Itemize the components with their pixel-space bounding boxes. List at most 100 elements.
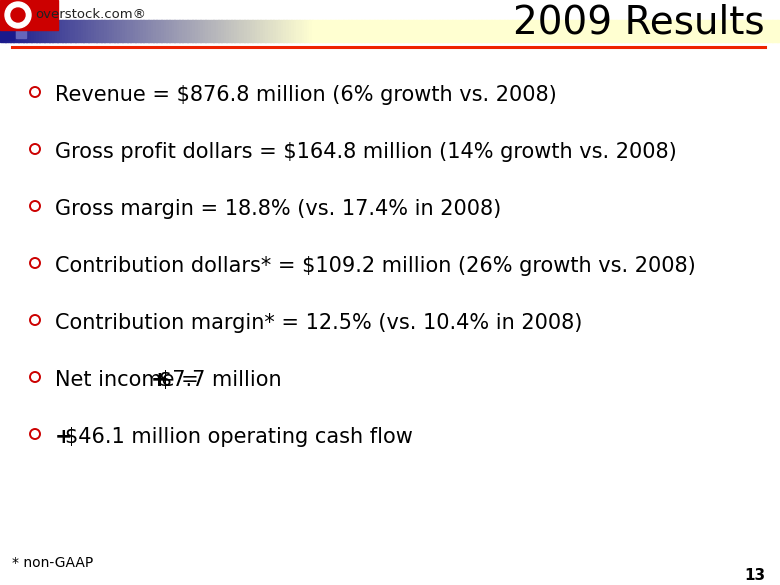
- Bar: [187, 20, 190, 42]
- Bar: [419, 20, 422, 42]
- Bar: [200, 20, 204, 42]
- Bar: [94, 20, 97, 42]
- Bar: [224, 20, 227, 42]
- Bar: [289, 20, 292, 42]
- Bar: [450, 20, 453, 42]
- Bar: [749, 20, 752, 42]
- Bar: [247, 20, 250, 42]
- Bar: [55, 20, 58, 42]
- Bar: [567, 20, 570, 42]
- Bar: [143, 20, 146, 42]
- Bar: [427, 20, 430, 42]
- Bar: [208, 20, 211, 42]
- Bar: [437, 20, 440, 42]
- Bar: [99, 20, 102, 42]
- Bar: [658, 20, 661, 42]
- Bar: [390, 20, 393, 42]
- Bar: [112, 20, 115, 42]
- Bar: [601, 20, 604, 42]
- Bar: [645, 20, 648, 42]
- Text: Contribution dollars* = $109.2 million (26% growth vs. 2008): Contribution dollars* = $109.2 million (…: [55, 256, 696, 276]
- Bar: [523, 20, 526, 42]
- Bar: [447, 20, 450, 42]
- Bar: [577, 20, 580, 42]
- Text: overstock.com®: overstock.com®: [35, 9, 146, 22]
- Bar: [770, 20, 773, 42]
- Bar: [304, 20, 307, 42]
- Bar: [697, 20, 700, 42]
- Bar: [37, 20, 40, 42]
- Bar: [458, 20, 461, 42]
- Bar: [470, 20, 473, 42]
- Bar: [593, 20, 596, 42]
- Bar: [388, 20, 391, 42]
- Bar: [182, 20, 185, 42]
- Bar: [512, 20, 516, 42]
- Bar: [119, 20, 122, 42]
- Bar: [704, 20, 707, 42]
- Bar: [39, 20, 42, 42]
- Bar: [661, 20, 664, 42]
- Bar: [614, 20, 617, 42]
- Bar: [44, 20, 48, 42]
- Bar: [16, 28, 26, 38]
- Bar: [271, 20, 274, 42]
- Text: 2009 Results: 2009 Results: [513, 3, 765, 41]
- Bar: [556, 20, 559, 42]
- Bar: [361, 20, 364, 42]
- Bar: [10, 20, 13, 42]
- Bar: [442, 20, 445, 42]
- Bar: [619, 20, 622, 42]
- Bar: [86, 20, 89, 42]
- Bar: [515, 20, 518, 42]
- Bar: [346, 20, 349, 42]
- Bar: [317, 20, 321, 42]
- Bar: [590, 20, 594, 42]
- Bar: [772, 20, 775, 42]
- Text: Gross profit dollars = $164.8 million (14% growth vs. 2008): Gross profit dollars = $164.8 million (1…: [55, 142, 677, 162]
- Bar: [562, 20, 565, 42]
- Bar: [429, 20, 432, 42]
- Bar: [369, 20, 372, 42]
- Bar: [320, 20, 323, 42]
- Bar: [291, 20, 294, 42]
- Bar: [725, 20, 729, 42]
- Bar: [57, 20, 60, 42]
- Bar: [754, 20, 757, 42]
- Bar: [115, 20, 118, 42]
- Bar: [778, 20, 780, 42]
- Bar: [411, 20, 414, 42]
- Bar: [739, 20, 742, 42]
- Bar: [49, 20, 52, 42]
- Bar: [179, 20, 183, 42]
- Bar: [104, 20, 107, 42]
- Bar: [585, 20, 588, 42]
- Text: Contribution margin* = 12.5% (vs. 10.4% in 2008): Contribution margin* = 12.5% (vs. 10.4% …: [55, 313, 583, 333]
- Bar: [655, 20, 658, 42]
- Bar: [374, 20, 378, 42]
- Bar: [431, 20, 434, 42]
- Bar: [185, 20, 188, 42]
- Bar: [626, 20, 629, 42]
- Bar: [107, 20, 110, 42]
- Bar: [372, 20, 375, 42]
- Bar: [193, 20, 196, 42]
- Bar: [689, 20, 692, 42]
- Bar: [551, 20, 555, 42]
- Bar: [226, 20, 229, 42]
- Bar: [718, 20, 721, 42]
- Bar: [273, 20, 276, 42]
- Bar: [122, 20, 126, 42]
- Bar: [723, 20, 726, 42]
- Bar: [151, 20, 154, 42]
- Bar: [138, 20, 141, 42]
- Bar: [702, 20, 705, 42]
- Bar: [650, 20, 653, 42]
- Bar: [2, 20, 5, 42]
- Bar: [434, 20, 438, 42]
- Bar: [343, 20, 346, 42]
- Bar: [533, 20, 536, 42]
- Bar: [117, 20, 120, 42]
- Bar: [700, 20, 703, 42]
- Text: +: +: [151, 370, 168, 390]
